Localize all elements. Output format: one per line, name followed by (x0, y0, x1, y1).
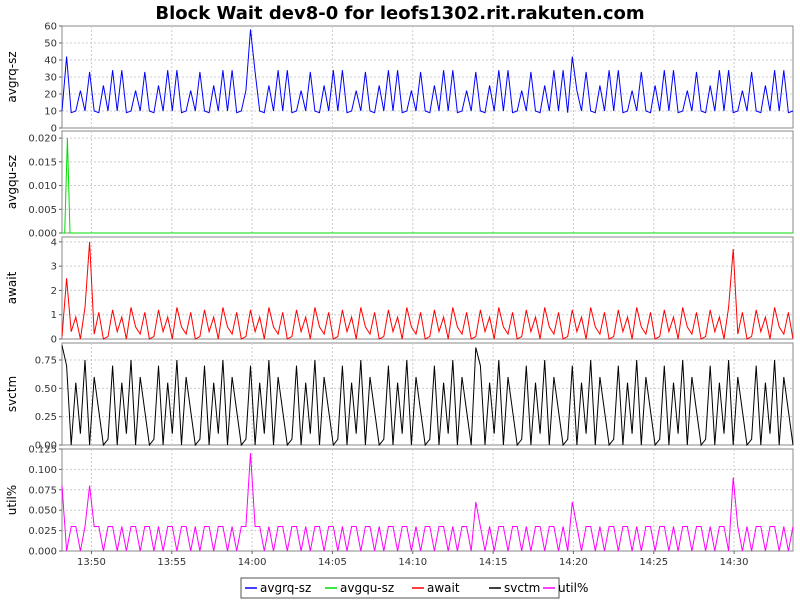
y-tick-label: 20 (44, 90, 57, 101)
y-tick-label: 0.25 (35, 412, 57, 423)
legend-item-util%: util% (543, 581, 588, 595)
y-tick-label: 0.025 (28, 526, 57, 537)
y-tick-label: 0.050 (28, 506, 57, 517)
x-tick-label: 14:10 (398, 557, 427, 568)
x-tick-label: 13:50 (77, 557, 106, 568)
legend-label: util% (558, 581, 588, 595)
plot-area (61, 448, 794, 552)
legend-label: avgrq-sz (260, 581, 311, 595)
panel-avgqu-sz: 0.000 0.005 0.010 0.015 0.020 avgqu-sz (5, 130, 794, 240)
x-tick-label: 14:15 (479, 557, 508, 568)
y-tick-label: 0.50 (35, 384, 57, 395)
y-axis-label: avgqu-sz (5, 155, 19, 209)
legend-item-avgrq-sz: avgrq-sz (245, 581, 311, 595)
y-tick-label: 0.000 (28, 229, 57, 240)
y-axis-label: avgrq-sz (5, 51, 19, 102)
x-tick-label: 13:55 (157, 557, 186, 568)
y-tick-label: 0.005 (28, 205, 57, 216)
y-tick-label: 0.000 (28, 547, 57, 558)
y-tick-label: 50 (44, 39, 57, 50)
legend-box (240, 577, 560, 599)
y-tick-label: 0.010 (28, 181, 57, 192)
y-tick-label: 0.020 (28, 134, 57, 145)
series-line-avgrq-sz (61, 29, 794, 114)
x-axis: 13:50 13:55 14:00 14:05 14:10 14:15 14:20 14:25… (77, 551, 749, 568)
legend-label: avgqu-sz (340, 581, 394, 595)
y-tick-label: 0.100 (28, 465, 57, 476)
y-tick-label: 0.015 (28, 157, 57, 168)
chart-title: Block Wait dev8-0 for leofs1302.rit.raku… (155, 3, 644, 24)
y-tick-label: 0.125 (28, 445, 57, 456)
y-tick-label: 2 (51, 286, 57, 297)
legend-item-await: await (412, 581, 460, 595)
y-tick-label: 3 (51, 262, 57, 273)
x-tick-label: 14:00 (238, 557, 267, 568)
legend-label: await (427, 581, 460, 595)
legend: avgrq-sz avgqu-sz await svctm util% (240, 577, 588, 599)
series-line-avgqu-sz (62, 138, 793, 234)
panel-await: 0 1 2 3 4 await (5, 236, 794, 346)
y-tick-label: 1 (51, 310, 57, 321)
y-tick-label: 0 (51, 335, 57, 346)
y-tick-label: 0.75 (35, 356, 57, 367)
legend-item-avgqu-sz: avgqu-sz (325, 581, 394, 595)
plot-area (61, 236, 794, 340)
y-tick-label: 0.075 (28, 485, 57, 496)
y-tick-label: 60 (44, 22, 57, 33)
series-line-await (61, 241, 794, 340)
panel-avgrq-sz: 0 10 20 30 40 50 60 avgrq-sz (5, 22, 794, 135)
x-tick-label: 14:20 (559, 557, 588, 568)
y-tick-label: 0 (51, 124, 57, 135)
x-tick-label: 14:25 (639, 557, 668, 568)
y-axis-label: svctm (5, 376, 19, 412)
legend-label: svctm (504, 581, 540, 595)
x-tick-label: 14:30 (720, 557, 749, 568)
plot-area (61, 130, 794, 234)
series-line-util% (61, 453, 794, 552)
y-tick-label: 40 (44, 56, 57, 67)
y-axis-label: await (5, 271, 19, 304)
panel-svctm: 0.00 0.25 0.50 0.75 svctm (5, 342, 794, 452)
y-tick-label: 4 (51, 237, 57, 248)
series-line-svctm (61, 345, 794, 447)
legend-item-svctm: svctm (489, 581, 540, 595)
panels: 0102030405060avgrq-sz0.0000.0050.0100.01… (5, 22, 794, 558)
y-axis-label: util% (5, 485, 19, 515)
panel-util%: 0.000 0.025 0.050 0.075 0.100 0.125 util% (5, 445, 794, 558)
y-tick-label: 0.00 (35, 441, 57, 452)
y-tick-label: 10 (44, 107, 57, 118)
x-tick-label: 14:05 (318, 557, 347, 568)
y-tick-label: 30 (44, 73, 57, 84)
